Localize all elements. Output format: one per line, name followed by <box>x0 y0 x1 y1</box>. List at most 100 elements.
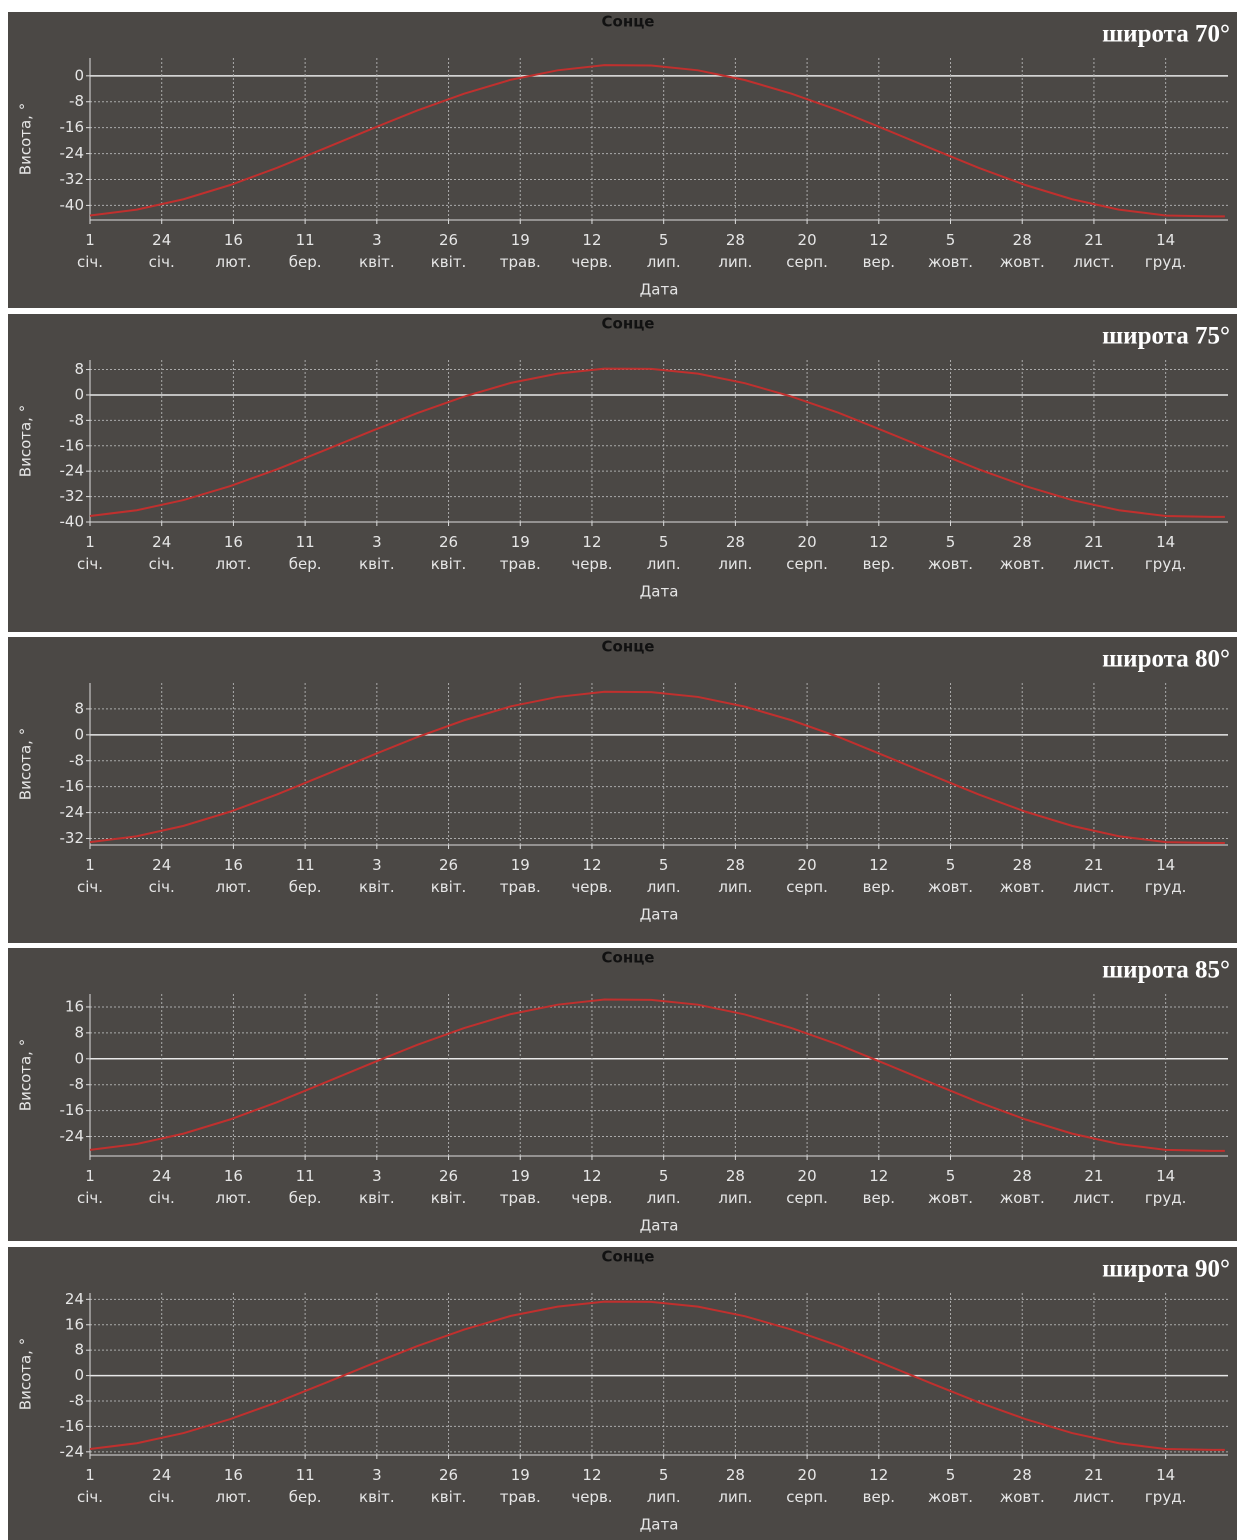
y-axis-label: Висота, ° <box>17 1338 35 1410</box>
x-axis-label: Дата <box>640 583 679 601</box>
y-tick-label: 16 <box>65 997 84 1015</box>
annotation: широта 90° <box>1102 1256 1230 1283</box>
x-tick-label: 20 серп. <box>786 231 828 271</box>
y-axis-label: Висота, ° <box>17 405 35 477</box>
x-axis-label: Дата <box>640 1516 679 1534</box>
curve <box>89 367 1225 518</box>
x-axis-label: Дата <box>640 906 679 924</box>
x-tick-label: 12 вер. <box>863 533 895 573</box>
y-tick-label: 0 <box>74 385 84 403</box>
y-tick-label: -40 <box>60 513 85 531</box>
y-axis-label: Висота, ° <box>17 728 35 800</box>
x-tick-label: 24 січ. <box>149 533 175 573</box>
x-tick-label: 14 груд. <box>1145 231 1186 271</box>
y-tick-label: 8 <box>74 1341 84 1359</box>
x-tick-label: 12 вер. <box>863 231 895 271</box>
panel: Сонце широта 75° Висота, ° Дата 8 0 -8 -16 -24 -3… <box>8 314 1237 632</box>
annotation: широта 80° <box>1102 646 1230 673</box>
x-tick-label: 24 січ. <box>149 1466 175 1506</box>
x-tick-label: 26 квіт. <box>431 856 467 896</box>
panel-background <box>8 948 1237 1241</box>
x-tick-label: 5 лип. <box>647 856 681 896</box>
y-tick-label: -32 <box>60 829 85 847</box>
y-tick-label: -24 <box>60 803 85 821</box>
x-tick-label: 11 бер. <box>289 231 322 271</box>
chart-title: Сонце <box>602 1248 655 1266</box>
x-tick-label: 12 черв. <box>571 1466 612 1506</box>
chart-title: Сонце <box>602 638 655 656</box>
y-tick-label: -40 <box>60 196 85 214</box>
x-tick-label: 28 жовт. <box>1000 1466 1045 1506</box>
x-tick-label: 28 жовт. <box>1000 856 1045 896</box>
x-tick-label: 20 серп. <box>786 1167 828 1207</box>
x-tick-label: 5 лип. <box>647 1167 681 1207</box>
x-tick-label: 3 квіт. <box>359 231 395 271</box>
x-tick-label: 12 вер. <box>863 856 895 896</box>
x-tick-label: 21 лист. <box>1073 1466 1114 1506</box>
x-tick-label: 21 лист. <box>1073 533 1114 573</box>
x-tick-label: 28 жовт. <box>1000 231 1045 271</box>
y-tick-label: -8 <box>69 1075 84 1093</box>
y-tick-label: 0 <box>74 725 84 743</box>
y-tick-label: -8 <box>69 411 84 429</box>
x-tick-label: 24 січ. <box>149 1167 175 1207</box>
x-tick-label: 11 бер. <box>289 533 322 573</box>
y-tick-label: -16 <box>60 436 85 454</box>
panel: Сонце широта 80° Висота, ° Дата 8 0 -8 -16 -24 -3… <box>8 637 1237 943</box>
x-tick-label: 3 квіт. <box>359 1167 395 1207</box>
x-tick-label: 3 квіт. <box>359 1466 395 1506</box>
x-tick-label: 28 лип. <box>718 533 752 573</box>
x-tick-label: 26 квіт. <box>431 1167 467 1207</box>
x-tick-label: 1 січ. <box>77 856 103 896</box>
y-tick-label: -8 <box>69 92 84 110</box>
y-tick-label: 16 <box>65 1315 84 1333</box>
x-tick-label: 16 лют. <box>216 1167 252 1207</box>
y-axis-label: Висота, ° <box>17 103 35 175</box>
x-tick-label: 5 жовт. <box>928 1466 973 1506</box>
x-tick-label: 19 трав. <box>500 231 541 271</box>
x-tick-label: 19 трав. <box>500 856 541 896</box>
y-tick-label: 0 <box>74 1366 84 1384</box>
y-tick-label: -16 <box>60 777 85 795</box>
x-axis-label: Дата <box>640 1217 679 1235</box>
x-tick-label: 12 черв. <box>571 231 612 271</box>
x-tick-label: 20 серп. <box>786 533 828 573</box>
x-tick-label: 24 січ. <box>149 856 175 896</box>
x-tick-label: 12 черв. <box>571 533 612 573</box>
x-tick-label: 5 жовт. <box>928 1167 973 1207</box>
x-tick-label: 26 квіт. <box>431 231 467 271</box>
annotation: широта 70° <box>1102 21 1230 48</box>
x-tick-label: 28 жовт. <box>1000 1167 1045 1207</box>
x-tick-label: 11 бер. <box>289 1167 322 1207</box>
y-tick-label: -8 <box>69 751 84 769</box>
x-tick-label: 11 бер. <box>289 1466 322 1506</box>
panel: Сонце широта 90° Висота, ° Дата 24 16 8 0 -8 -16 -… <box>8 1247 1237 1540</box>
curve <box>89 998 1225 1152</box>
y-tick-label: -16 <box>60 118 85 136</box>
y-tick-label: 8 <box>74 1023 84 1041</box>
y-axis-label: Висота, ° <box>17 1039 35 1111</box>
x-tick-label: 14 груд. <box>1145 533 1186 573</box>
x-tick-label: 12 вер. <box>863 1466 895 1506</box>
curve <box>89 1300 1225 1451</box>
annotation: широта 85° <box>1102 957 1230 984</box>
x-tick-label: 19 трав. <box>500 1466 541 1506</box>
panel-background <box>8 12 1237 308</box>
chart-title: Сонце <box>602 13 655 31</box>
curve <box>89 690 1225 845</box>
panel-background <box>8 1247 1237 1540</box>
x-tick-label: 24 січ. <box>149 231 175 271</box>
panel: Сонце широта 85° Висота, ° Дата 16 8 0 -8 -16 -24… <box>8 948 1237 1241</box>
x-tick-label: 21 лист. <box>1073 231 1114 271</box>
x-tick-label: 12 вер. <box>863 1167 895 1207</box>
x-tick-label: 28 лип. <box>718 1466 752 1506</box>
x-tick-label: 14 груд. <box>1145 1167 1186 1207</box>
y-tick-label: -8 <box>69 1392 84 1410</box>
x-tick-label: 21 лист. <box>1073 856 1114 896</box>
x-tick-label: 19 трав. <box>500 1167 541 1207</box>
y-tick-label: 8 <box>74 360 84 378</box>
x-tick-label: 16 лют. <box>216 533 252 573</box>
panel-background <box>8 314 1237 632</box>
x-tick-label: 5 лип. <box>647 1466 681 1506</box>
